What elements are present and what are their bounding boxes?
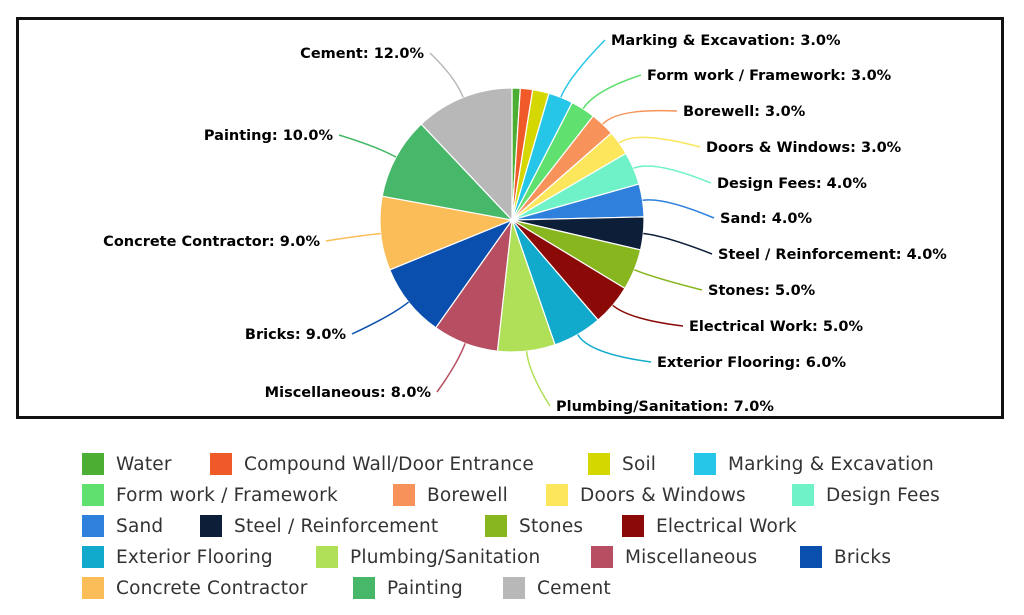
slice-label: Design Fees: 4.0% [717,176,867,192]
connector-line [633,269,703,291]
connector-line [582,74,642,110]
slice-label: Cement: 12.0% [300,46,424,62]
connector-line [338,134,397,158]
slice-label: Steel / Reinforcement: 4.0% [718,247,947,263]
pie-slice-painting[interactable] [381,123,514,221]
slice-label: Doors & Windows: 3.0% [706,140,902,156]
slice-label: Plumbing/Sanitation: 7.0% [556,399,774,415]
slice-label: Marking & Excavation: 3.0% [611,33,841,49]
slice-label: Stones: 5.0% [708,283,816,299]
connector-line [633,165,712,184]
slice-label: Miscellaneous: 8.0% [265,385,432,401]
slice-label: Exterior Flooring: 6.0% [657,355,846,371]
connector-line [560,39,606,98]
connector-line [602,109,678,125]
slice-label: Concrete Contractor: 9.0% [103,234,320,250]
connector-line [643,232,713,255]
pie-slice-cement[interactable] [420,87,513,222]
connector-line [618,136,701,148]
connector-line [436,343,466,393]
connector-line [325,232,381,242]
slice-label: Electrical Work: 5.0% [689,319,864,335]
slice-label: Sand: 4.0% [720,211,812,227]
connector-line [351,301,410,335]
slice-label: Borewell: 3.0% [683,104,806,120]
slice-label: Painting: 10.0% [204,128,334,144]
connector-line [642,199,715,219]
slice-label: Bricks: 9.0% [245,327,347,343]
slice-label: Form work / Framework: 3.0% [647,68,892,84]
connector-line [525,351,551,407]
connector-line [577,334,652,363]
connector-line [429,52,464,98]
connector-line [612,304,684,327]
